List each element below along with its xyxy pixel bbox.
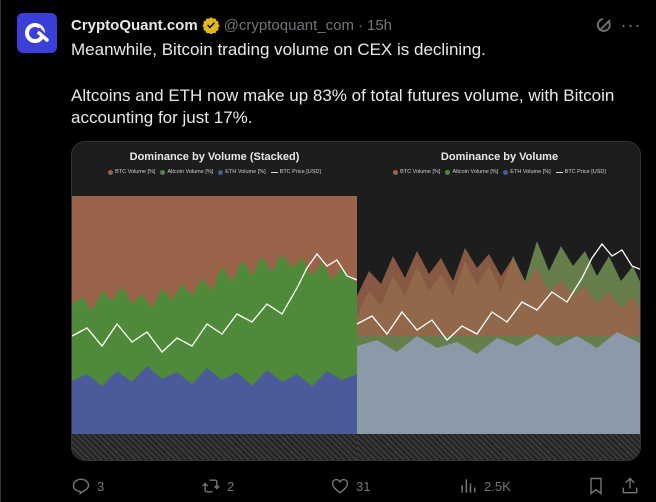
legend-price-2: BTC Price [USD] bbox=[564, 169, 606, 175]
legend-price: BTC Price [USD] bbox=[279, 169, 321, 175]
like-count: 31 bbox=[356, 478, 371, 494]
repost-button[interactable]: 2 bbox=[201, 476, 234, 496]
like-button[interactable]: 31 bbox=[330, 476, 370, 496]
tweet-text-line2: Altcoins and ETH now make up 83% of tota… bbox=[71, 86, 615, 127]
share-button[interactable] bbox=[620, 476, 640, 496]
legend-btc-2: BTC Volume [%] bbox=[400, 169, 441, 175]
chart-dominance: Dominance by Volume BTC Volume [%] Altco… bbox=[357, 142, 640, 460]
chart-title-stacked: Dominance by Volume (Stacked) bbox=[129, 151, 300, 163]
author-handle[interactable]: @cryptoquant_com bbox=[223, 16, 354, 34]
chart-legend-stacked: BTC Volume [%] Altcoin Volume [%] ETH Vo… bbox=[72, 169, 357, 175]
views-button[interactable]: 2.5K bbox=[458, 476, 511, 496]
reply-count: 3 bbox=[97, 478, 105, 494]
reply-button[interactable]: 3 bbox=[71, 476, 104, 496]
chart-stacked: Dominance by Volume (Stacked) BTC Volume… bbox=[72, 142, 357, 460]
verified-badge-icon[interactable] bbox=[201, 16, 220, 34]
share-icon bbox=[622, 477, 638, 494]
repost-icon bbox=[202, 479, 220, 493]
chart-range-slider-2[interactable] bbox=[357, 434, 640, 460]
chart-legend-dominance: BTC Volume [%] Altcoin Volume [%] ETH Vo… bbox=[357, 169, 640, 175]
bookmark-icon bbox=[590, 477, 602, 495]
legend-alt-2: Altcoin Volume [%] bbox=[452, 169, 499, 175]
tweet-header: CryptoQuant.com @cryptoquant_com · 15h bbox=[71, 14, 392, 36]
dominance-plot bbox=[357, 196, 640, 434]
views-count: 2.5K bbox=[484, 478, 511, 494]
timestamp[interactable]: 15h bbox=[366, 16, 393, 34]
legend-eth-2: ETH Volume [%] bbox=[510, 169, 551, 175]
tweet-text-line1: Meanwhile, Bitcoin trading volume on CEX… bbox=[71, 40, 486, 59]
grok-icon[interactable] bbox=[593, 14, 617, 36]
stacked-plot bbox=[72, 196, 357, 434]
tweet-image[interactable]: Dominance by Volume (Stacked) BTC Volume… bbox=[71, 141, 641, 461]
cryptoquant-logo-icon bbox=[25, 23, 49, 43]
legend-eth: ETH Volume [%] bbox=[225, 169, 266, 175]
legend-alt: Altcoin Volume [%] bbox=[167, 169, 214, 175]
legend-btc: BTC Volume [%] bbox=[115, 169, 156, 175]
author-name[interactable]: CryptoQuant.com bbox=[71, 16, 198, 34]
avatar[interactable] bbox=[17, 13, 57, 53]
separator: · bbox=[357, 16, 363, 34]
bookmark-button[interactable] bbox=[586, 476, 606, 496]
reply-icon bbox=[72, 478, 90, 495]
tweet-actions: 3 2 31 2.5K bbox=[71, 476, 641, 498]
chart-title-dominance: Dominance by Volume bbox=[440, 151, 559, 163]
views-icon bbox=[461, 479, 476, 493]
like-icon bbox=[331, 478, 349, 494]
chart-range-slider[interactable] bbox=[72, 434, 357, 460]
repost-count: 2 bbox=[227, 478, 235, 494]
more-icon[interactable]: ··· bbox=[620, 14, 642, 35]
